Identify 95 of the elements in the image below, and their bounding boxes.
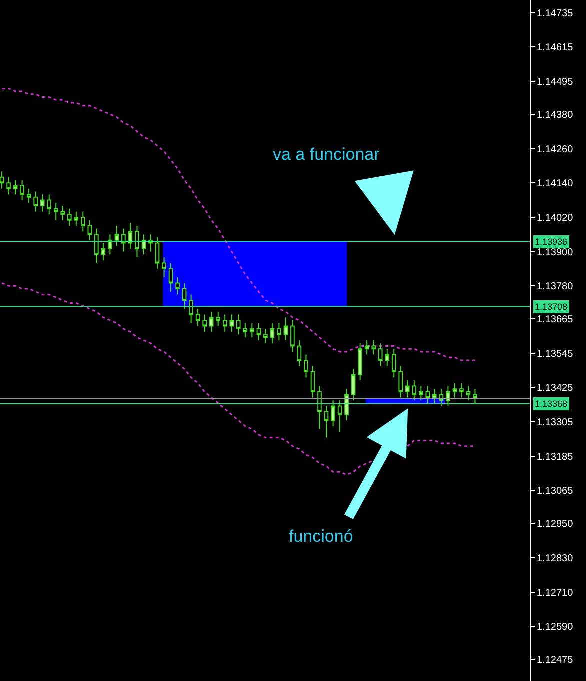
candlestick <box>182 282 187 310</box>
candlestick <box>446 386 450 407</box>
candlestick <box>122 228 126 252</box>
candlestick <box>270 322 275 344</box>
y-tick-label: 1.13545 <box>537 348 574 360</box>
candlestick <box>324 406 329 438</box>
candlestick <box>101 242 106 261</box>
candlestick <box>364 340 370 356</box>
candlestick <box>426 386 430 404</box>
candlestick <box>20 180 24 201</box>
candlestick <box>162 257 166 278</box>
candlestick <box>439 388 444 407</box>
candlestick <box>54 202 58 221</box>
candlestick <box>67 208 72 227</box>
candlestick <box>168 262 174 292</box>
candlestick <box>358 342 362 382</box>
candlestick <box>216 311 221 327</box>
y-tick-label: 1.14260 <box>537 144 574 156</box>
y-tick-label: 1.13900 <box>537 247 574 258</box>
candlestick <box>47 194 52 216</box>
candlestick <box>452 382 458 398</box>
candlestick <box>74 211 79 227</box>
candlestick <box>155 236 160 270</box>
candlestick <box>284 317 288 341</box>
candlestick <box>236 314 241 336</box>
annotation: va a funcionar <box>273 145 380 164</box>
y-tick-label: 1.14495 <box>537 77 574 88</box>
y-tick-label: 1.12590 <box>537 622 574 634</box>
y-tick-label: 1.13305 <box>537 418 574 429</box>
candlestick <box>209 311 214 332</box>
ref-line-label: 1.13368 <box>535 399 568 409</box>
candlestick <box>473 388 478 404</box>
candlestick <box>142 234 146 256</box>
y-tick-label: 1.13185 <box>537 452 574 463</box>
candlestick <box>176 277 180 296</box>
candlestick <box>6 176 11 196</box>
candlestick <box>135 226 140 258</box>
candlestick <box>310 366 316 398</box>
candlestick <box>405 380 410 398</box>
y-tick-label: 1.12475 <box>537 655 574 666</box>
y-tick-label: 1.13780 <box>537 282 574 293</box>
y-tick-label: 1.14380 <box>537 110 574 121</box>
candlestick <box>34 191 38 212</box>
candlestick <box>60 206 66 221</box>
candlestick <box>26 188 32 204</box>
y-tick-label: 1.13065 <box>537 486 574 498</box>
candlestick <box>372 340 376 356</box>
candlestick <box>351 368 356 402</box>
candlestick <box>222 314 228 332</box>
y-tick-label: 1.14020 <box>537 212 574 224</box>
candlestick <box>412 380 417 402</box>
candlestick <box>88 220 92 241</box>
y-tick-label: 1.12950 <box>537 519 574 530</box>
candlestick <box>304 354 308 378</box>
candlestick <box>277 322 282 341</box>
ref-line-label: 1.13936 <box>535 237 568 247</box>
y-tick-label: 1.12710 <box>537 588 574 599</box>
candlestick <box>114 226 120 247</box>
candlestick <box>398 366 404 398</box>
candlestick <box>344 388 349 422</box>
candlestick <box>378 342 383 367</box>
y-tick-label: 1.14140 <box>537 178 574 190</box>
line-series <box>1 88 476 362</box>
candlestick <box>466 386 471 402</box>
candlestick <box>250 322 254 338</box>
candlestick <box>128 222 133 250</box>
candlestick <box>419 386 424 402</box>
candlestick <box>230 314 234 332</box>
candlestick <box>338 400 342 433</box>
candlestick <box>264 328 268 344</box>
candlestick <box>290 320 295 352</box>
candlestick <box>94 228 99 264</box>
ref-line-label: 1.13708 <box>535 302 568 312</box>
candlestick <box>13 180 18 196</box>
candlestick <box>256 322 262 341</box>
candlestick <box>392 348 396 378</box>
annotation: funcionó <box>289 527 354 546</box>
candlestick <box>40 194 45 212</box>
candlestick <box>318 386 322 430</box>
candlestick <box>196 308 200 327</box>
candlestick <box>80 211 86 232</box>
candlestick <box>243 322 248 338</box>
candlestick <box>385 348 390 367</box>
candlestick <box>432 388 437 404</box>
candlestick <box>331 400 336 427</box>
y-tick-label: 1.14735 <box>537 8 574 20</box>
y-tick-label: 1.14615 <box>537 42 574 54</box>
y-tick-label: 1.13425 <box>537 383 574 394</box>
y-tick-label: 1.12830 <box>537 553 574 564</box>
candlestick <box>460 382 464 398</box>
candlestick <box>189 294 194 324</box>
candlestick <box>108 234 112 256</box>
y-tick-label: 1.13665 <box>537 314 574 326</box>
candlestick <box>202 314 207 332</box>
candlestick <box>297 340 302 367</box>
